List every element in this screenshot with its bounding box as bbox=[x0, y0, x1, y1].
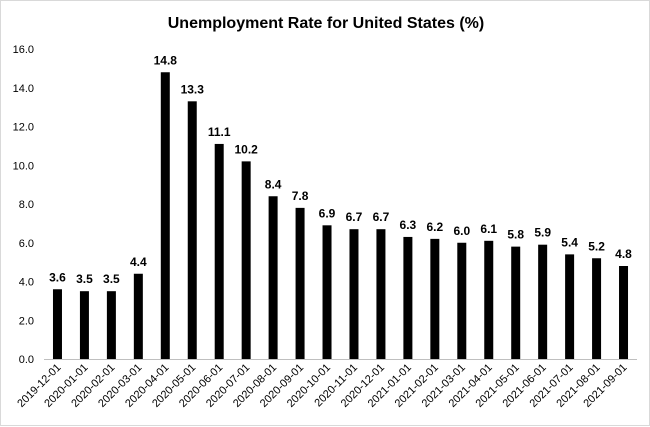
data-label: 4.4 bbox=[130, 255, 147, 269]
data-label: 3.5 bbox=[76, 272, 93, 286]
data-label: 5.4 bbox=[561, 235, 578, 249]
bar bbox=[79, 291, 89, 359]
bar bbox=[295, 207, 305, 359]
y-tick-label: 6.0 bbox=[19, 238, 34, 250]
bar bbox=[430, 238, 440, 359]
bar bbox=[214, 143, 224, 359]
bar bbox=[457, 242, 467, 359]
data-label: 6.0 bbox=[453, 224, 470, 238]
data-label: 4.8 bbox=[615, 247, 632, 261]
bar bbox=[52, 289, 62, 359]
bar bbox=[133, 273, 143, 359]
bar bbox=[484, 240, 494, 359]
bar bbox=[592, 258, 602, 359]
data-label: 10.2 bbox=[234, 142, 258, 156]
x-axis: 2019-12-012020-01-012020-02-012020-03-01… bbox=[15, 359, 637, 410]
data-label: 14.8 bbox=[154, 53, 178, 67]
bar bbox=[511, 246, 521, 359]
data-label: 6.3 bbox=[400, 218, 417, 232]
bar bbox=[187, 101, 197, 359]
y-tick-label: 10.0 bbox=[13, 160, 34, 172]
bar bbox=[106, 291, 116, 359]
bar bbox=[160, 72, 170, 359]
bar bbox=[268, 196, 278, 359]
data-labels: 3.6 3.5 3.5 4.4 14.8 13.3 11.110.2 8.4 7.8 6.9 6.7… bbox=[49, 53, 632, 286]
data-label: 3.6 bbox=[49, 270, 66, 284]
data-label: 13.3 bbox=[181, 82, 205, 96]
data-label: 8.4 bbox=[265, 177, 282, 191]
y-tick-label: 4.0 bbox=[19, 277, 34, 289]
bar bbox=[349, 229, 359, 359]
bar bbox=[376, 229, 386, 359]
y-axis: 0.0 2.0 4.0 6.0 8.0 10.0 12.0 14.0 16.0 bbox=[13, 44, 34, 366]
data-label: 6.7 bbox=[346, 210, 363, 224]
data-label: 11.1 bbox=[208, 125, 231, 139]
data-label: 6.9 bbox=[319, 206, 336, 220]
y-tick-label: 2.0 bbox=[19, 315, 34, 327]
data-label: 7.8 bbox=[292, 189, 309, 203]
data-label: 6.7 bbox=[373, 210, 390, 224]
bar bbox=[403, 236, 413, 359]
data-label: 5.9 bbox=[534, 226, 551, 240]
bar-series bbox=[52, 72, 629, 359]
data-label: 3.5 bbox=[103, 272, 120, 286]
y-tick-label: 8.0 bbox=[19, 199, 34, 211]
y-tick-label: 12.0 bbox=[13, 122, 34, 134]
data-label: 5.8 bbox=[507, 228, 524, 242]
bar bbox=[538, 244, 548, 359]
bar bbox=[565, 254, 575, 359]
data-label: 5.2 bbox=[588, 239, 605, 253]
y-tick-label: 16.0 bbox=[13, 44, 34, 56]
y-tick-label: 14.0 bbox=[13, 83, 34, 95]
y-tick-label: 0.0 bbox=[19, 354, 34, 366]
data-label: 6.2 bbox=[426, 220, 443, 234]
bar bbox=[322, 225, 332, 359]
bar bbox=[619, 266, 629, 359]
chart-title: Unemployment Rate for United States (%) bbox=[168, 15, 484, 32]
data-label: 6.1 bbox=[480, 222, 497, 236]
bar bbox=[241, 161, 251, 359]
